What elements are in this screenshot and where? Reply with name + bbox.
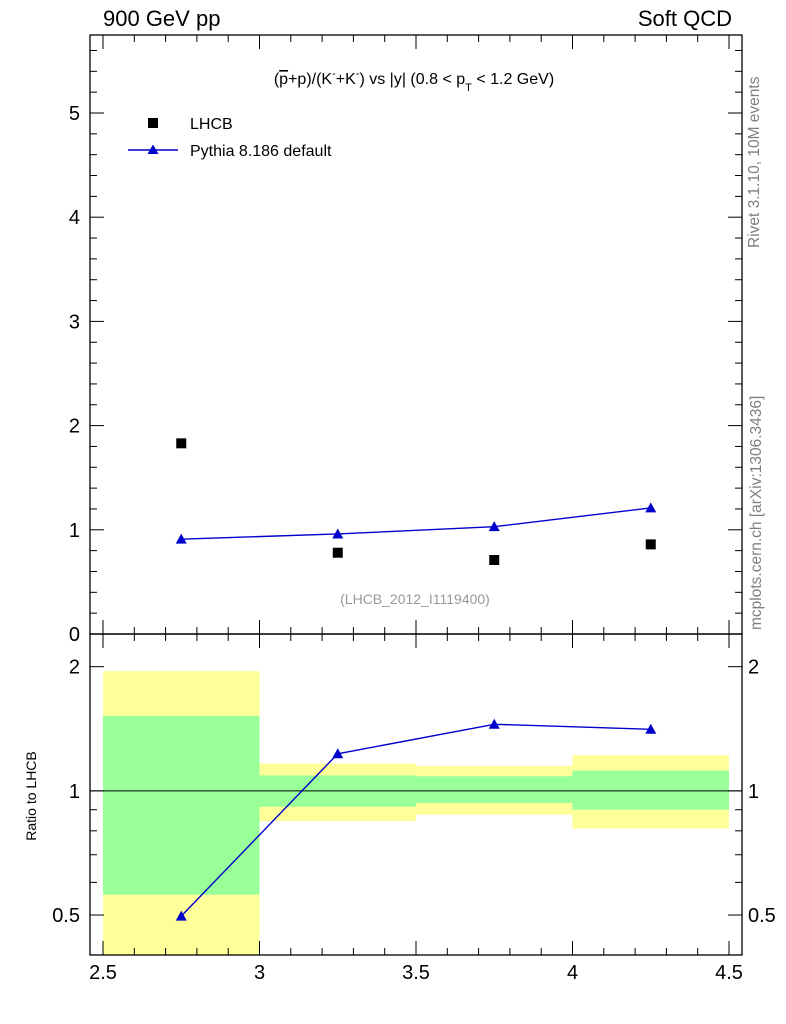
- mc-point: [332, 528, 344, 539]
- header-left-label: 900 GeV pp: [103, 6, 221, 31]
- mc-line: [181, 507, 651, 540]
- data-markers: [175, 438, 657, 921]
- data-point: [332, 547, 343, 558]
- mc-point: [645, 502, 657, 513]
- main-y-tick-label: 1: [69, 520, 80, 542]
- watermark: (LHCB_2012_I1119400): [340, 591, 490, 607]
- ratio-bands: [103, 671, 729, 955]
- axis-ticks: 2.5 3 3.5 4 4.5 0 1 2 3 4 5 0.5 0.5 1 1 2 2: [52, 35, 776, 984]
- ratio-y-tick-label-right: 0.5: [748, 905, 776, 927]
- legend-mc-label: Pythia 8.186 default: [190, 143, 332, 160]
- x-tick-label: 4.5: [715, 962, 743, 984]
- main-y-tick-label: 4: [69, 207, 80, 229]
- main-y-tick-label: 3: [69, 311, 80, 333]
- ratio-y-axis-label: Ratio to LHCB: [23, 751, 39, 840]
- ratio-y-tick-label: 0.5: [52, 905, 80, 927]
- ratio-mc-point: [645, 723, 657, 734]
- chart-title: (p+p)/(K-+K-) vs |y| (0.8 < pT < 1.2 GeV…: [274, 68, 554, 94]
- ratio-y-tick-label: 1: [69, 781, 80, 803]
- ratio-y-tick-label-right: 1: [748, 781, 759, 803]
- x-tick-label: 2.5: [89, 962, 117, 984]
- ratio-mc-line: [180, 723, 651, 917]
- mc-point: [175, 533, 187, 544]
- ratio-mc-point: [488, 718, 500, 729]
- inner-band-2: [416, 776, 573, 803]
- data-point: [176, 438, 187, 449]
- header-right-label: Soft QCD: [637, 6, 732, 31]
- main-frame: [89, 34, 743, 635]
- x-tick-label: 3.5: [402, 962, 430, 984]
- mcplots-label: mcplots.cern.ch [arXiv:1306.3436]: [748, 395, 765, 630]
- inner-band-0: [103, 715, 260, 895]
- ratio-y-tick-label-right: 2: [748, 657, 759, 679]
- main-y-tick-label: 0: [69, 624, 80, 646]
- legend-mc-marker: [147, 144, 159, 154]
- data-point: [489, 555, 500, 566]
- ratio-mc-point: [332, 748, 344, 759]
- legend-data-marker: [148, 118, 158, 128]
- main-y-tick-label: 2: [69, 416, 80, 438]
- rivet-version-label: Rivet 3.1.10, 10M events: [746, 76, 763, 248]
- legend-data-label: LHCB: [190, 116, 233, 133]
- x-tick-label: 4: [567, 962, 578, 984]
- ratio-mc-point: [175, 910, 187, 921]
- ratio-y-tick-label: 2: [69, 657, 80, 679]
- main-y-tick-label: 5: [69, 103, 80, 125]
- mc-point: [488, 521, 500, 532]
- inner-band-3: [572, 770, 729, 810]
- x-tick-label: 3: [254, 962, 265, 984]
- data-point: [645, 539, 656, 550]
